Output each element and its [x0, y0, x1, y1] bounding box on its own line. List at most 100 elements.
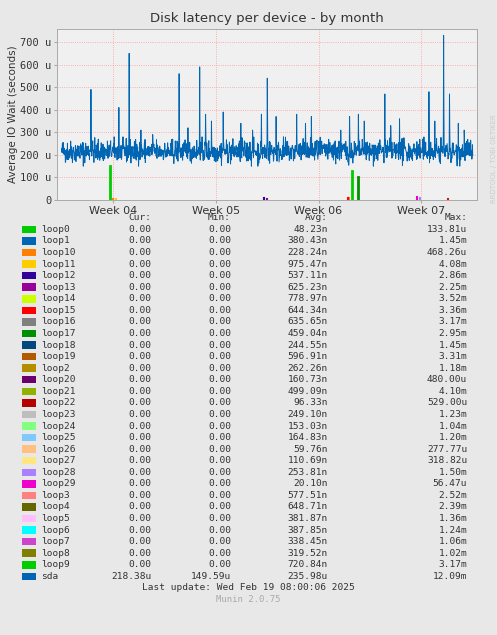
Text: 0.00: 0.00 — [208, 410, 231, 419]
Text: 0.00: 0.00 — [129, 387, 152, 396]
Text: loop12: loop12 — [41, 271, 75, 280]
Text: 0.00: 0.00 — [208, 283, 231, 291]
Text: loop6: loop6 — [41, 526, 70, 535]
Text: 0.00: 0.00 — [129, 526, 152, 535]
Text: 0.00: 0.00 — [129, 537, 152, 546]
Text: 218.38u: 218.38u — [111, 572, 152, 581]
Text: 0.00: 0.00 — [208, 491, 231, 500]
Text: 59.76n: 59.76n — [294, 444, 328, 453]
Text: 110.69n: 110.69n — [288, 456, 328, 465]
Text: 133.81u: 133.81u — [427, 225, 467, 234]
Text: 0.00: 0.00 — [208, 364, 231, 373]
Text: loop3: loop3 — [41, 491, 70, 500]
Text: 778.97n: 778.97n — [288, 294, 328, 304]
Text: 2.52m: 2.52m — [438, 491, 467, 500]
Text: 2.95m: 2.95m — [438, 329, 467, 338]
Text: 0.00: 0.00 — [129, 491, 152, 500]
Text: 0.00: 0.00 — [129, 549, 152, 558]
Text: loop10: loop10 — [41, 248, 75, 257]
Text: 0.00: 0.00 — [129, 306, 152, 315]
Text: 596.91n: 596.91n — [288, 352, 328, 361]
Text: 381.87n: 381.87n — [288, 514, 328, 523]
Text: 4.08m: 4.08m — [438, 260, 467, 269]
Text: 0.00: 0.00 — [208, 248, 231, 257]
Text: 319.52n: 319.52n — [288, 549, 328, 558]
Text: loop22: loop22 — [41, 398, 75, 408]
Text: 0.00: 0.00 — [129, 260, 152, 269]
Text: 1.23m: 1.23m — [438, 410, 467, 419]
Text: 0.00: 0.00 — [129, 433, 152, 442]
Text: 164.83n: 164.83n — [288, 433, 328, 442]
Text: 1.02m: 1.02m — [438, 549, 467, 558]
Text: 0.00: 0.00 — [129, 502, 152, 511]
Text: 0.00: 0.00 — [129, 283, 152, 291]
Text: 459.04n: 459.04n — [288, 329, 328, 338]
Text: 3.52m: 3.52m — [438, 294, 467, 304]
Text: loop7: loop7 — [41, 537, 70, 546]
Text: 720.84n: 720.84n — [288, 560, 328, 570]
Text: 0.00: 0.00 — [208, 526, 231, 535]
Title: Disk latency per device - by month: Disk latency per device - by month — [150, 11, 384, 25]
Text: loop26: loop26 — [41, 444, 75, 453]
Text: 0.00: 0.00 — [129, 514, 152, 523]
Text: 149.59u: 149.59u — [191, 572, 231, 581]
Text: 0.00: 0.00 — [208, 306, 231, 315]
Text: 2.39m: 2.39m — [438, 502, 467, 511]
Text: 480.00u: 480.00u — [427, 375, 467, 384]
Text: loop14: loop14 — [41, 294, 75, 304]
Text: 1.04m: 1.04m — [438, 422, 467, 431]
Text: 228.24n: 228.24n — [288, 248, 328, 257]
Text: 975.47n: 975.47n — [288, 260, 328, 269]
Text: 2.86m: 2.86m — [438, 271, 467, 280]
Text: loop13: loop13 — [41, 283, 75, 291]
Text: 56.47u: 56.47u — [433, 479, 467, 488]
Text: 1.50m: 1.50m — [438, 468, 467, 477]
Text: loop29: loop29 — [41, 479, 75, 488]
Text: loop23: loop23 — [41, 410, 75, 419]
Text: 277.77u: 277.77u — [427, 444, 467, 453]
Text: 0.00: 0.00 — [129, 318, 152, 326]
Text: 0.00: 0.00 — [208, 387, 231, 396]
Text: loop25: loop25 — [41, 433, 75, 442]
Text: Last update: Wed Feb 19 08:00:06 2025: Last update: Wed Feb 19 08:00:06 2025 — [142, 584, 355, 592]
Text: 644.34n: 644.34n — [288, 306, 328, 315]
Text: loop27: loop27 — [41, 456, 75, 465]
Text: loop0: loop0 — [41, 225, 70, 234]
Text: 0.00: 0.00 — [208, 375, 231, 384]
Text: 1.45m: 1.45m — [438, 340, 467, 349]
Text: loop18: loop18 — [41, 340, 75, 349]
Text: 1.45m: 1.45m — [438, 236, 467, 246]
Text: loop4: loop4 — [41, 502, 70, 511]
Text: loop5: loop5 — [41, 514, 70, 523]
Text: 244.55n: 244.55n — [288, 340, 328, 349]
Text: 0.00: 0.00 — [208, 329, 231, 338]
Text: 625.23n: 625.23n — [288, 283, 328, 291]
Text: 0.00: 0.00 — [208, 560, 231, 570]
Text: 318.82u: 318.82u — [427, 456, 467, 465]
Text: 3.17m: 3.17m — [438, 318, 467, 326]
Text: 0.00: 0.00 — [208, 352, 231, 361]
Text: 0.00: 0.00 — [129, 364, 152, 373]
Text: 235.98u: 235.98u — [288, 572, 328, 581]
Text: 2.25m: 2.25m — [438, 283, 467, 291]
Text: loop17: loop17 — [41, 329, 75, 338]
Text: Munin 2.0.75: Munin 2.0.75 — [216, 595, 281, 604]
Text: 0.00: 0.00 — [129, 560, 152, 570]
Text: 0.00: 0.00 — [129, 352, 152, 361]
Text: 0.00: 0.00 — [208, 537, 231, 546]
Text: 0.00: 0.00 — [129, 398, 152, 408]
Text: Min:: Min: — [208, 213, 231, 222]
Text: loop15: loop15 — [41, 306, 75, 315]
Text: 0.00: 0.00 — [129, 468, 152, 477]
Text: 3.17m: 3.17m — [438, 560, 467, 570]
Text: 1.20m: 1.20m — [438, 433, 467, 442]
Text: 380.43n: 380.43n — [288, 236, 328, 246]
Text: Max:: Max: — [444, 213, 467, 222]
Text: 12.09m: 12.09m — [433, 572, 467, 581]
Text: loop21: loop21 — [41, 387, 75, 396]
Text: 1.24m: 1.24m — [438, 526, 467, 535]
Text: 0.00: 0.00 — [208, 271, 231, 280]
Text: 0.00: 0.00 — [129, 248, 152, 257]
Text: 537.11n: 537.11n — [288, 271, 328, 280]
Text: 0.00: 0.00 — [208, 468, 231, 477]
